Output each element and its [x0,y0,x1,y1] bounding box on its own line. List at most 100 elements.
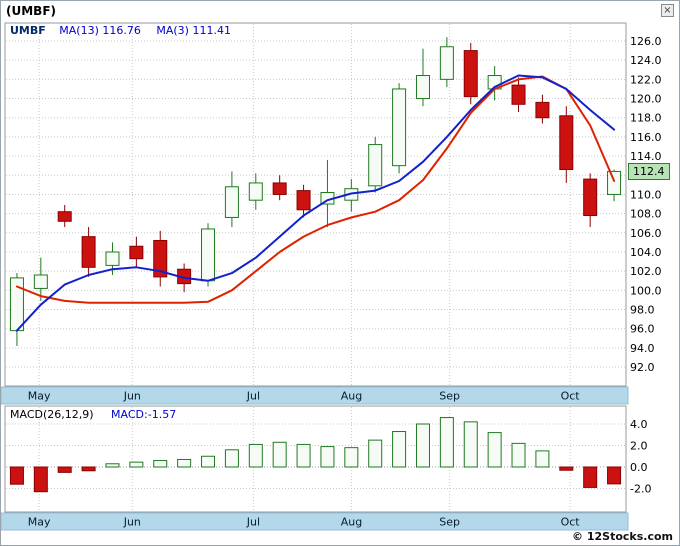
month-label: Aug [341,516,362,529]
candle-body [535,101,550,119]
candle-body [559,115,574,171]
month-axis-band [1,512,629,531]
candle-body [368,144,383,187]
macd-bar [153,460,168,468]
macd-bar [177,458,192,468]
price-axis-tick-label: 98.0 [630,304,655,317]
ma3-legend: MA(3) 111.41 [156,24,231,37]
candle-body [511,84,526,105]
macd-bar [392,431,407,468]
month-label: Jun [123,516,141,529]
macd-bar [105,463,120,468]
last-price-badge: 112.4 [628,163,670,180]
macd-bar [439,417,454,468]
macd-bar [607,466,622,485]
month-label: Oct [561,516,581,529]
macd-axis-tick-label: -2.0 [630,483,651,496]
page-title: (UMBF) [6,4,56,18]
macd-bar [535,450,550,468]
macd-bar [33,466,48,493]
macd-bar [368,439,383,468]
macd-bar [57,466,72,473]
copyright-text: © 12Stocks.com [572,530,673,543]
candle-body [57,211,72,222]
price-axis-tick-label: 104.0 [630,246,662,259]
ma3-line [15,75,616,304]
price-axis-tick-label: 110.0 [630,188,662,201]
candle-body [272,182,287,195]
chart-legend: UMBF MA(13) 116.76 MA(3) 111.41 [10,24,243,37]
macd-header: MACD(26,12,9) MACD:-1.57 [10,408,176,421]
macd-value: MACD:-1.57 [111,408,177,421]
macd-plot-area [4,405,627,513]
candle-body [392,88,407,167]
macd-bar [81,466,96,472]
price-axis-tick-label: 102.0 [630,265,662,278]
candle-body [583,178,598,217]
macd-bar [9,466,24,485]
ma13-line [15,74,616,332]
macd-axis-tick-label: 4.0 [630,418,648,431]
price-plot-area [4,22,627,387]
candle-body [463,50,478,98]
month-label: Aug [341,390,362,403]
title-bar: (UMBF) × [1,1,679,21]
candle-body [224,186,239,218]
macd-bar [487,432,502,468]
price-axis-tick-label: 126.0 [630,35,662,48]
macd-bar [296,443,311,468]
price-axis-tick-label: 116.0 [630,131,662,144]
macd-bar [272,441,287,468]
macd-label: MACD(26,12,9) [10,408,94,421]
symbol-label: UMBF [10,24,46,37]
price-and-macd-chart: 92.0 94.0 96.0 98.0 100.0 102.0 104.0 106.0 108.… [1,22,662,531]
candle-body [439,46,454,80]
price-axis-tick-label: 106.0 [630,227,662,240]
price-axis-tick-label: 120.0 [630,93,662,106]
macd-axis-tick-label: 0.0 [630,461,648,474]
close-icon[interactable]: × [661,4,674,17]
macd-bar [559,466,574,471]
price-axis-tick-label: 114.0 [630,150,662,163]
month-label: Jul [246,390,260,403]
price-axis-tick-label: 122.0 [630,73,662,86]
month-label: Oct [561,390,581,403]
candle-body [296,190,311,211]
candle-body [201,228,216,282]
candle-body [607,170,622,195]
macd-bar [463,421,478,468]
month-label: Sep [439,390,460,403]
macd-bar [344,447,359,468]
ma13-legend: MA(13) 116.76 [59,24,141,37]
macd-bar [415,423,430,468]
month-label: May [28,516,51,529]
candle-body [415,75,430,100]
price-axis-tick-label: 92.0 [630,361,655,374]
candle-body [129,245,144,260]
price-axis-tick-label: 118.0 [630,112,662,125]
candle-body [105,251,120,266]
month-label: Sep [439,516,460,529]
price-axis-tick-label: 94.0 [630,342,655,355]
price-axis-tick-label: 100.0 [630,284,662,297]
macd-bar [224,449,239,468]
macd-bar [511,442,526,468]
month-label: Jun [123,390,141,403]
price-axis-tick-label: 96.0 [630,323,655,336]
month-label: May [28,390,51,403]
macd-bar [320,446,335,468]
candle-body [33,274,48,289]
macd-bar [129,461,144,468]
candle-body [81,236,96,268]
macd-bar [201,455,216,468]
price-axis-tick-label: 124.0 [630,54,662,67]
macd-bar [583,466,598,488]
month-label: Jul [246,516,260,529]
candle-body [153,239,168,278]
candle-body [248,182,263,201]
price-axis-tick-label: 108.0 [630,208,662,221]
macd-bar [248,443,263,468]
macd-axis-tick-label: 2.0 [630,440,648,453]
month-axis-band [1,386,629,405]
